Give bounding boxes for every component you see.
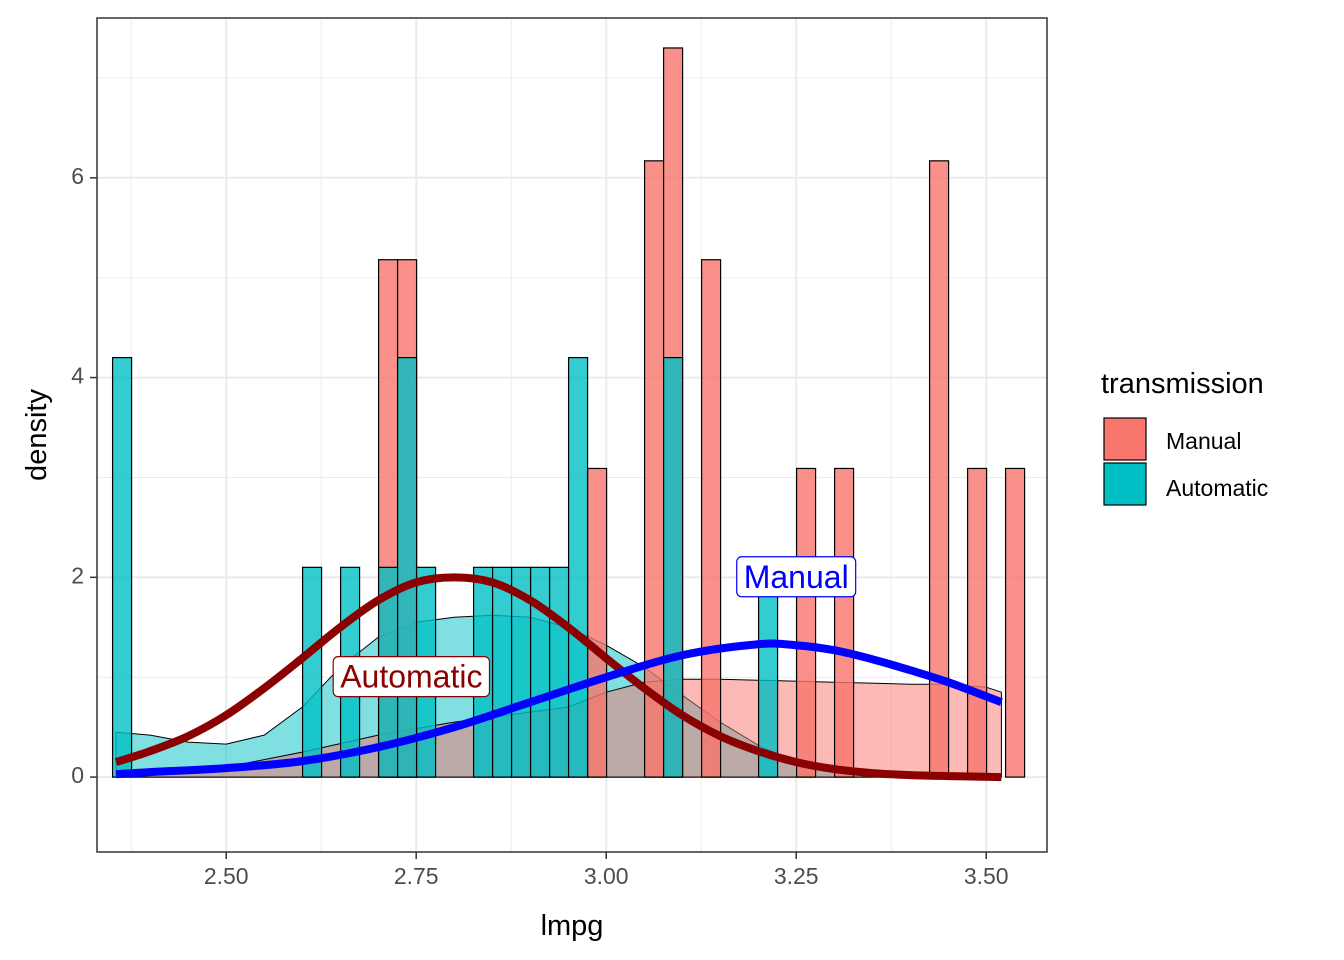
hist-bar-manual	[643, 160, 665, 778]
legend-title: transmission	[1101, 368, 1264, 400]
y-axis-title: density	[21, 389, 53, 481]
legend-item-manual: Manual	[1103, 417, 1241, 461]
histogram-bars	[111, 47, 1026, 778]
legend-key-automatic	[1103, 462, 1147, 506]
hist-bar-automatic	[491, 566, 513, 778]
annotation-automatic: Automatic	[332, 656, 491, 698]
panel-border	[96, 17, 1048, 853]
annotation-manual: Manual	[736, 556, 857, 598]
y-tick-label: 6	[71, 163, 84, 189]
hist-bar-automatic	[757, 566, 779, 778]
y-tick-label: 0	[71, 762, 84, 788]
x-axis: 2.50 2.75 3.00 3.25 3.50	[204, 852, 1009, 889]
hist-bar-automatic	[396, 356, 418, 778]
annotation-text-automatic: Automatic	[340, 659, 482, 695]
annotation-box-automatic	[332, 656, 491, 698]
hist-bar-automatic	[301, 566, 323, 778]
y-axis: 0 2 4 6	[71, 163, 97, 788]
hist-bar-automatic	[548, 566, 570, 778]
normal-curve-manual	[115, 639, 1003, 779]
legend-item-automatic: Automatic	[1103, 462, 1268, 506]
legend-label-manual: Manual	[1166, 428, 1241, 454]
x-tick-label: 2.75	[394, 863, 439, 889]
legend-key-manual	[1103, 417, 1147, 461]
hist-bar-manual	[833, 467, 855, 778]
hist-bar-manual	[700, 259, 722, 778]
hist-bar-automatic	[111, 356, 133, 778]
normal-curve-automatic	[114, 573, 1002, 782]
x-tick-label: 3.50	[964, 863, 1009, 889]
hist-bar-manual	[966, 467, 988, 778]
annotations: Automatic Manual	[332, 556, 857, 698]
x-tick-label: 2.50	[204, 863, 249, 889]
x-tick-label: 3.25	[774, 863, 819, 889]
legend: transmission Manual Automatic	[1101, 368, 1268, 506]
hist-bar-manual	[795, 467, 817, 778]
hist-bar-manual	[1004, 467, 1026, 778]
hist-bar-automatic	[567, 356, 589, 778]
y-tick-label: 2	[71, 562, 84, 588]
hist-bar-manual	[586, 467, 608, 778]
x-tick-label: 3.00	[584, 863, 629, 889]
plot-panel: Automatic Manual	[96, 17, 1048, 853]
x-axis-title: lmpg	[541, 910, 604, 942]
annotation-box-manual	[736, 556, 857, 598]
y-tick-label: 4	[71, 363, 84, 389]
annotation-text-manual: Manual	[744, 559, 849, 595]
normal-curves	[114, 573, 1003, 782]
legend-label-automatic: Automatic	[1166, 475, 1268, 501]
hist-bar-automatic	[662, 356, 684, 778]
